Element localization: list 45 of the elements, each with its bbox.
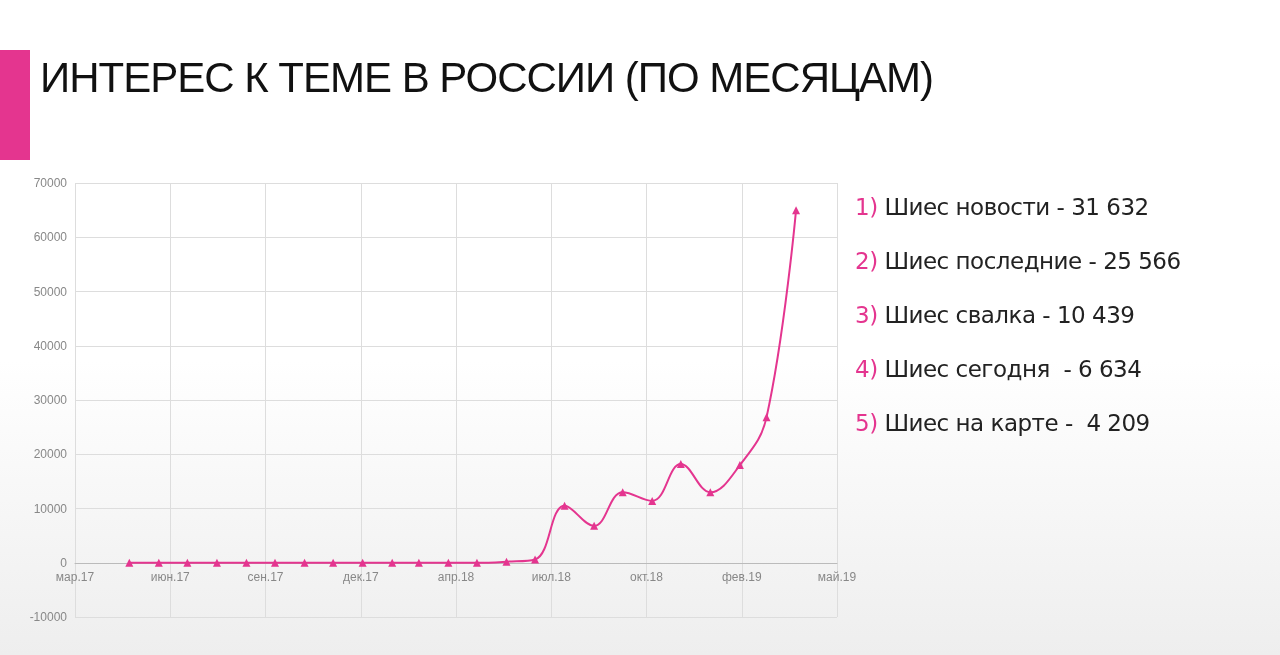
y-tick-label: 50000: [33, 284, 68, 299]
point: [792, 206, 801, 215]
point: [414, 558, 423, 567]
x-tick-label: май.19: [817, 569, 857, 584]
point: [676, 460, 685, 469]
text: 1) Шиес новости - 31 632: [855, 194, 1149, 220]
y-tick-label: 0: [60, 555, 68, 570]
point: [472, 558, 481, 567]
y-tick-label: -10000: [29, 610, 68, 624]
point: [560, 501, 569, 510]
text: 3) Шиес свалка - 10 439: [855, 302, 1135, 328]
point: [502, 557, 511, 566]
point: [125, 558, 134, 567]
x-tick-label: апр.18: [437, 569, 475, 584]
point: [212, 558, 221, 567]
y-tick-label: 70000: [33, 176, 68, 190]
point: [271, 558, 280, 567]
point: [242, 558, 251, 567]
x-tick-label: окт.18: [630, 569, 664, 584]
point: [300, 558, 309, 567]
x-tick-label: июл.18: [531, 569, 572, 584]
text: 5) Шиес на карте - 4 209: [855, 410, 1150, 436]
x-tick-label: мар.17: [55, 569, 95, 584]
point: [590, 521, 599, 530]
x-tick-label: сен.17: [247, 569, 284, 584]
y-tick-label: 20000: [33, 447, 68, 462]
x-tick-label: фев.19: [721, 569, 762, 584]
point: [388, 558, 397, 567]
chart-title: ИНТЕРЕС К ТЕМЕ В РОССИИ (ПО МЕСЯЦАМ): [40, 54, 934, 102]
point: [648, 496, 657, 505]
point: [762, 413, 771, 422]
y-tick-label: 10000: [33, 501, 68, 516]
point: [183, 558, 192, 567]
x-tick-label: дек.17: [342, 569, 379, 584]
point: [358, 558, 367, 567]
y-tick-label: 60000: [33, 230, 68, 245]
point: [154, 558, 163, 567]
point: [735, 461, 744, 470]
x-tick-label: июн.17: [150, 569, 191, 584]
point: [329, 558, 338, 567]
text: 2) Шиес последние - 25 566: [855, 248, 1181, 274]
y-tick-label: 40000: [33, 338, 68, 353]
point: [444, 558, 453, 567]
text: 4) Шиес сегодня - 6 634: [855, 356, 1142, 382]
y-tick-label: 30000: [33, 393, 68, 407]
